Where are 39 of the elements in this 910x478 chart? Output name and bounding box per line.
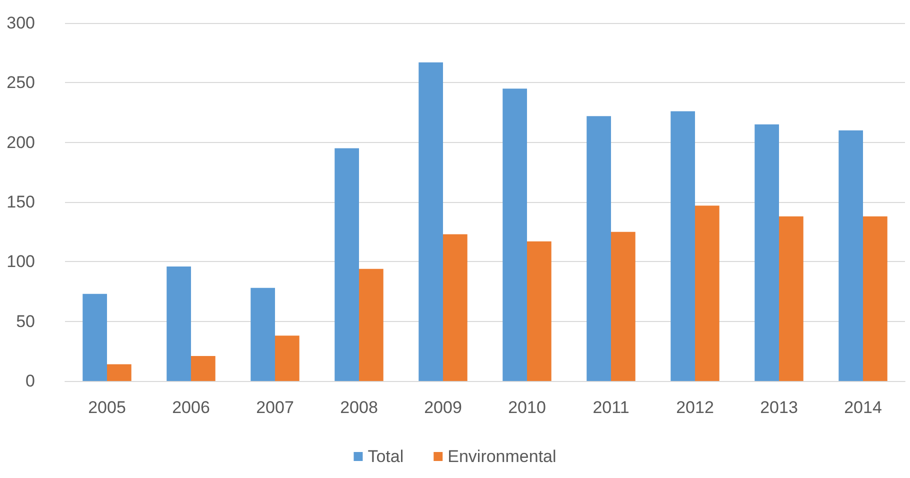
x-tick-label: 2013 [760, 398, 798, 417]
x-tick-label: 2014 [844, 398, 882, 417]
bar [166, 266, 191, 381]
y-tick-label: 250 [6, 73, 35, 92]
bar [443, 234, 468, 381]
y-tick-label: 100 [6, 252, 35, 272]
x-tick-label: 2007 [256, 398, 294, 417]
x-tick-label: 2009 [424, 398, 462, 417]
bar [611, 232, 636, 381]
bar [82, 294, 107, 381]
bar [418, 62, 443, 381]
bar [838, 130, 863, 381]
y-tick-label: 150 [6, 192, 35, 212]
x-tick-label: 2012 [676, 398, 714, 417]
bar [250, 288, 275, 381]
bar [754, 124, 779, 381]
bar [586, 116, 611, 381]
y-tick-label: 50 [16, 312, 35, 331]
bar [107, 364, 132, 381]
bar [779, 216, 804, 381]
bar [863, 216, 888, 381]
x-tick-label: 2005 [88, 398, 126, 417]
bar [670, 111, 695, 381]
x-tick-label: 2006 [172, 398, 210, 417]
bar [502, 88, 527, 381]
bar [359, 268, 384, 381]
y-tick-label: 300 [6, 14, 35, 32]
x-tick-label: 2011 [592, 398, 630, 417]
x-tick-label: 2010 [508, 398, 546, 417]
x-tick-label: 2008 [340, 398, 378, 417]
legend-label: Environmental [448, 447, 556, 466]
bar [191, 356, 216, 381]
legend-label: Total [368, 447, 404, 466]
y-tick-label: 0 [26, 372, 35, 390]
bar [695, 206, 720, 381]
bar [334, 148, 359, 381]
bar [527, 241, 552, 381]
bar [275, 336, 300, 381]
y-tick-label: 200 [6, 132, 35, 152]
